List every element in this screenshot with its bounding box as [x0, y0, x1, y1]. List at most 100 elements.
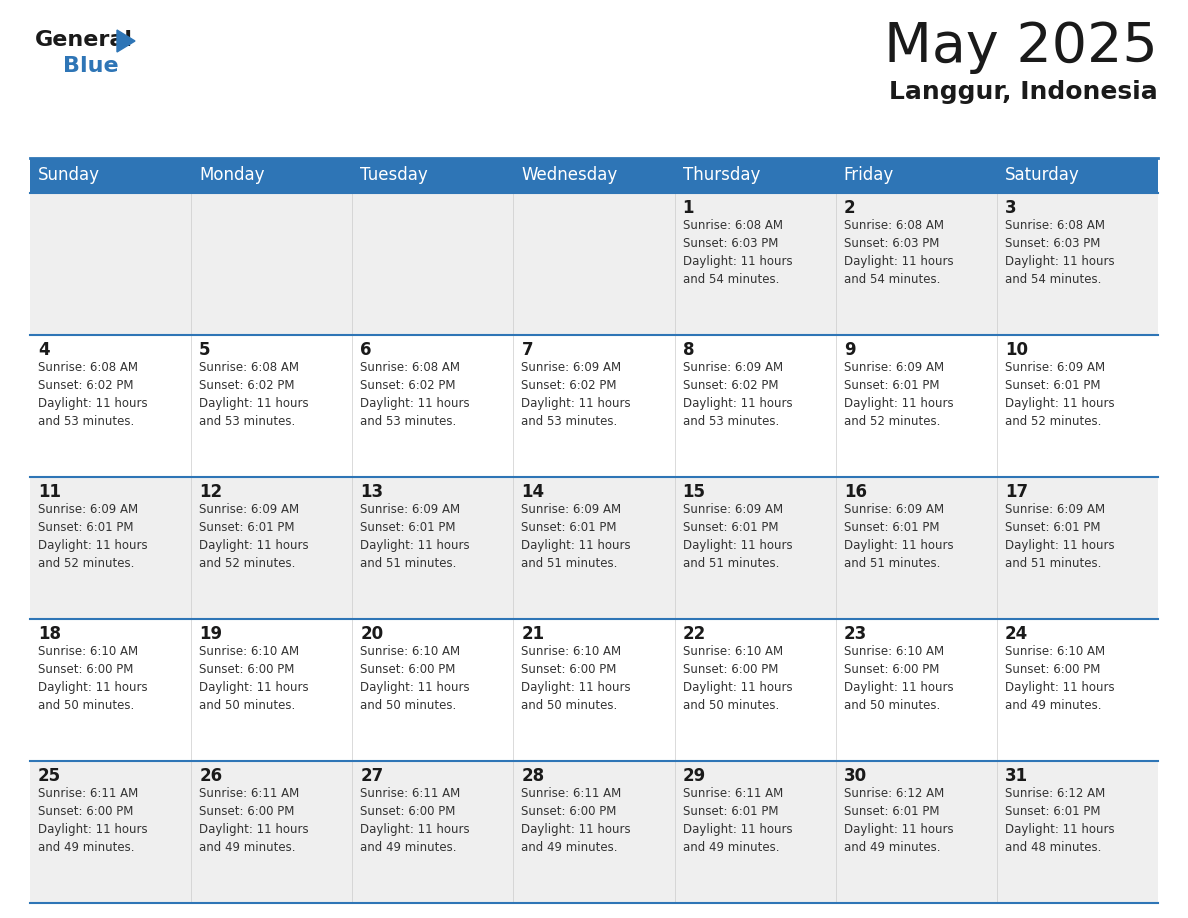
- Text: Sunday: Sunday: [38, 166, 100, 185]
- Text: 29: 29: [683, 767, 706, 785]
- Text: Sunrise: 6:10 AM
Sunset: 6:00 PM
Daylight: 11 hours
and 50 minutes.: Sunrise: 6:10 AM Sunset: 6:00 PM Dayligh…: [200, 645, 309, 712]
- Text: 11: 11: [38, 483, 61, 501]
- Text: 27: 27: [360, 767, 384, 785]
- Text: Sunrise: 6:09 AM
Sunset: 6:01 PM
Daylight: 11 hours
and 52 minutes.: Sunrise: 6:09 AM Sunset: 6:01 PM Dayligh…: [1005, 361, 1114, 428]
- FancyBboxPatch shape: [997, 761, 1158, 903]
- FancyBboxPatch shape: [997, 193, 1158, 335]
- Text: Sunrise: 6:10 AM
Sunset: 6:00 PM
Daylight: 11 hours
and 50 minutes.: Sunrise: 6:10 AM Sunset: 6:00 PM Dayligh…: [843, 645, 953, 712]
- Text: General: General: [34, 30, 133, 50]
- FancyBboxPatch shape: [513, 619, 675, 761]
- Text: 26: 26: [200, 767, 222, 785]
- Text: Wednesday: Wednesday: [522, 166, 618, 185]
- FancyBboxPatch shape: [353, 335, 513, 477]
- Text: May 2025: May 2025: [884, 20, 1158, 74]
- Text: Tuesday: Tuesday: [360, 166, 428, 185]
- FancyBboxPatch shape: [835, 335, 997, 477]
- FancyBboxPatch shape: [835, 193, 997, 335]
- Text: Sunrise: 6:09 AM
Sunset: 6:01 PM
Daylight: 11 hours
and 51 minutes.: Sunrise: 6:09 AM Sunset: 6:01 PM Dayligh…: [843, 503, 953, 570]
- Text: Sunrise: 6:11 AM
Sunset: 6:00 PM
Daylight: 11 hours
and 49 minutes.: Sunrise: 6:11 AM Sunset: 6:00 PM Dayligh…: [200, 787, 309, 854]
- Text: Sunrise: 6:11 AM
Sunset: 6:01 PM
Daylight: 11 hours
and 49 minutes.: Sunrise: 6:11 AM Sunset: 6:01 PM Dayligh…: [683, 787, 792, 854]
- Text: Sunrise: 6:08 AM
Sunset: 6:03 PM
Daylight: 11 hours
and 54 minutes.: Sunrise: 6:08 AM Sunset: 6:03 PM Dayligh…: [1005, 219, 1114, 286]
- Text: Sunrise: 6:11 AM
Sunset: 6:00 PM
Daylight: 11 hours
and 49 minutes.: Sunrise: 6:11 AM Sunset: 6:00 PM Dayligh…: [360, 787, 470, 854]
- Text: Sunrise: 6:09 AM
Sunset: 6:01 PM
Daylight: 11 hours
and 51 minutes.: Sunrise: 6:09 AM Sunset: 6:01 PM Dayligh…: [1005, 503, 1114, 570]
- Text: 23: 23: [843, 625, 867, 643]
- Text: 19: 19: [200, 625, 222, 643]
- Text: 17: 17: [1005, 483, 1028, 501]
- Text: Thursday: Thursday: [683, 166, 760, 185]
- Text: Sunrise: 6:09 AM
Sunset: 6:02 PM
Daylight: 11 hours
and 53 minutes.: Sunrise: 6:09 AM Sunset: 6:02 PM Dayligh…: [683, 361, 792, 428]
- FancyBboxPatch shape: [513, 761, 675, 903]
- Text: Friday: Friday: [843, 166, 893, 185]
- FancyBboxPatch shape: [191, 761, 353, 903]
- Text: 7: 7: [522, 341, 533, 359]
- Text: 12: 12: [200, 483, 222, 501]
- FancyBboxPatch shape: [675, 477, 835, 619]
- Text: Blue: Blue: [63, 56, 119, 76]
- Text: Sunrise: 6:10 AM
Sunset: 6:00 PM
Daylight: 11 hours
and 50 minutes.: Sunrise: 6:10 AM Sunset: 6:00 PM Dayligh…: [522, 645, 631, 712]
- Text: Monday: Monday: [200, 166, 265, 185]
- Text: 20: 20: [360, 625, 384, 643]
- FancyBboxPatch shape: [30, 477, 191, 619]
- Text: Sunrise: 6:08 AM
Sunset: 6:03 PM
Daylight: 11 hours
and 54 minutes.: Sunrise: 6:08 AM Sunset: 6:03 PM Dayligh…: [843, 219, 953, 286]
- Text: Sunrise: 6:11 AM
Sunset: 6:00 PM
Daylight: 11 hours
and 49 minutes.: Sunrise: 6:11 AM Sunset: 6:00 PM Dayligh…: [522, 787, 631, 854]
- FancyBboxPatch shape: [30, 158, 1158, 193]
- Text: 18: 18: [38, 625, 61, 643]
- Text: Sunrise: 6:11 AM
Sunset: 6:00 PM
Daylight: 11 hours
and 49 minutes.: Sunrise: 6:11 AM Sunset: 6:00 PM Dayligh…: [38, 787, 147, 854]
- FancyBboxPatch shape: [30, 761, 191, 903]
- FancyBboxPatch shape: [191, 619, 353, 761]
- FancyBboxPatch shape: [191, 193, 353, 335]
- FancyBboxPatch shape: [353, 761, 513, 903]
- Text: Sunrise: 6:09 AM
Sunset: 6:01 PM
Daylight: 11 hours
and 52 minutes.: Sunrise: 6:09 AM Sunset: 6:01 PM Dayligh…: [38, 503, 147, 570]
- Text: 10: 10: [1005, 341, 1028, 359]
- Polygon shape: [116, 30, 135, 52]
- FancyBboxPatch shape: [675, 761, 835, 903]
- FancyBboxPatch shape: [675, 335, 835, 477]
- Text: 1: 1: [683, 199, 694, 217]
- FancyBboxPatch shape: [675, 193, 835, 335]
- FancyBboxPatch shape: [513, 193, 675, 335]
- FancyBboxPatch shape: [191, 477, 353, 619]
- Text: Sunrise: 6:08 AM
Sunset: 6:03 PM
Daylight: 11 hours
and 54 minutes.: Sunrise: 6:08 AM Sunset: 6:03 PM Dayligh…: [683, 219, 792, 286]
- FancyBboxPatch shape: [353, 477, 513, 619]
- Text: Sunrise: 6:08 AM
Sunset: 6:02 PM
Daylight: 11 hours
and 53 minutes.: Sunrise: 6:08 AM Sunset: 6:02 PM Dayligh…: [200, 361, 309, 428]
- Text: Sunrise: 6:12 AM
Sunset: 6:01 PM
Daylight: 11 hours
and 49 minutes.: Sunrise: 6:12 AM Sunset: 6:01 PM Dayligh…: [843, 787, 953, 854]
- Text: 25: 25: [38, 767, 61, 785]
- FancyBboxPatch shape: [997, 477, 1158, 619]
- FancyBboxPatch shape: [353, 193, 513, 335]
- Text: Sunrise: 6:10 AM
Sunset: 6:00 PM
Daylight: 11 hours
and 50 minutes.: Sunrise: 6:10 AM Sunset: 6:00 PM Dayligh…: [360, 645, 470, 712]
- Text: Sunrise: 6:09 AM
Sunset: 6:01 PM
Daylight: 11 hours
and 51 minutes.: Sunrise: 6:09 AM Sunset: 6:01 PM Dayligh…: [683, 503, 792, 570]
- FancyBboxPatch shape: [30, 193, 191, 335]
- Text: 15: 15: [683, 483, 706, 501]
- Text: Langgur, Indonesia: Langgur, Indonesia: [890, 80, 1158, 104]
- Text: 31: 31: [1005, 767, 1028, 785]
- FancyBboxPatch shape: [835, 761, 997, 903]
- FancyBboxPatch shape: [513, 335, 675, 477]
- Text: Sunrise: 6:10 AM
Sunset: 6:00 PM
Daylight: 11 hours
and 50 minutes.: Sunrise: 6:10 AM Sunset: 6:00 PM Dayligh…: [683, 645, 792, 712]
- Text: 6: 6: [360, 341, 372, 359]
- Text: 5: 5: [200, 341, 210, 359]
- Text: 8: 8: [683, 341, 694, 359]
- FancyBboxPatch shape: [191, 335, 353, 477]
- Text: Sunrise: 6:09 AM
Sunset: 6:01 PM
Daylight: 11 hours
and 52 minutes.: Sunrise: 6:09 AM Sunset: 6:01 PM Dayligh…: [843, 361, 953, 428]
- Text: 28: 28: [522, 767, 544, 785]
- FancyBboxPatch shape: [835, 477, 997, 619]
- Text: 16: 16: [843, 483, 867, 501]
- FancyBboxPatch shape: [30, 335, 191, 477]
- FancyBboxPatch shape: [675, 619, 835, 761]
- Text: Sunrise: 6:09 AM
Sunset: 6:01 PM
Daylight: 11 hours
and 51 minutes.: Sunrise: 6:09 AM Sunset: 6:01 PM Dayligh…: [522, 503, 631, 570]
- Text: 14: 14: [522, 483, 544, 501]
- Text: Sunrise: 6:09 AM
Sunset: 6:01 PM
Daylight: 11 hours
and 52 minutes.: Sunrise: 6:09 AM Sunset: 6:01 PM Dayligh…: [200, 503, 309, 570]
- FancyBboxPatch shape: [835, 619, 997, 761]
- Text: Sunrise: 6:12 AM
Sunset: 6:01 PM
Daylight: 11 hours
and 48 minutes.: Sunrise: 6:12 AM Sunset: 6:01 PM Dayligh…: [1005, 787, 1114, 854]
- Text: 2: 2: [843, 199, 855, 217]
- Text: 30: 30: [843, 767, 867, 785]
- Text: 22: 22: [683, 625, 706, 643]
- Text: Sunrise: 6:10 AM
Sunset: 6:00 PM
Daylight: 11 hours
and 50 minutes.: Sunrise: 6:10 AM Sunset: 6:00 PM Dayligh…: [38, 645, 147, 712]
- Text: 9: 9: [843, 341, 855, 359]
- FancyBboxPatch shape: [513, 477, 675, 619]
- Text: Saturday: Saturday: [1005, 166, 1080, 185]
- FancyBboxPatch shape: [997, 335, 1158, 477]
- Text: 21: 21: [522, 625, 544, 643]
- Text: Sunrise: 6:09 AM
Sunset: 6:02 PM
Daylight: 11 hours
and 53 minutes.: Sunrise: 6:09 AM Sunset: 6:02 PM Dayligh…: [522, 361, 631, 428]
- Text: Sunrise: 6:08 AM
Sunset: 6:02 PM
Daylight: 11 hours
and 53 minutes.: Sunrise: 6:08 AM Sunset: 6:02 PM Dayligh…: [38, 361, 147, 428]
